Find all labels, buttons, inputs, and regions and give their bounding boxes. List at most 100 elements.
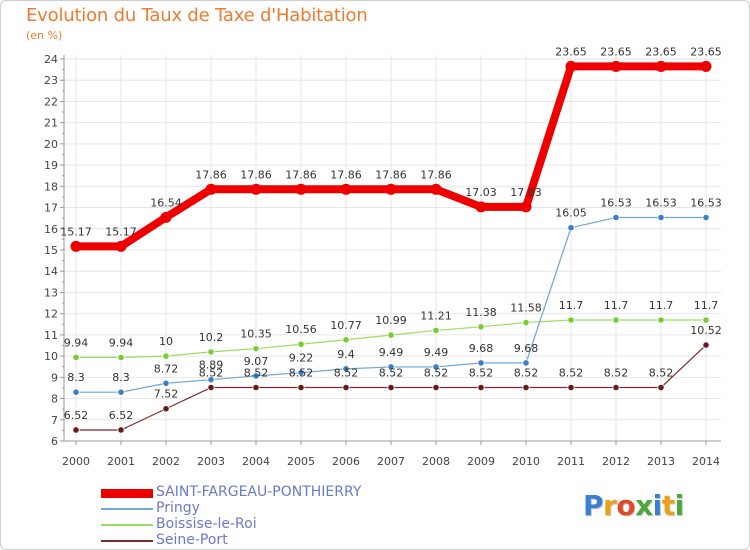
series-lines [70,60,712,434]
data-label: 8.52 [559,367,584,380]
data-label: 11.7 [694,299,719,312]
data-point [162,352,170,360]
x-tick-label: 2005 [287,455,315,468]
data-point [385,183,397,195]
x-tick-label: 2007 [377,455,405,468]
data-point [205,183,217,195]
legend-swatch [101,524,153,526]
legend-swatch [101,540,153,542]
y-tick-label: 6 [51,435,58,448]
y-tick-label: 15 [44,244,58,257]
data-label: 8.52 [604,367,629,380]
y-tick-label: 13 [44,286,58,299]
data-point [612,213,620,222]
y-tick-label: 16 [44,223,58,236]
data-point [520,201,532,213]
data-label: 10.77 [330,319,362,332]
data-point [297,369,305,377]
data-label: 11.21 [420,309,452,322]
data-point [432,363,440,371]
data-label: 17.86 [195,168,227,181]
x-tick-label: 2001 [107,455,135,468]
y-tick-label: 24 [44,53,58,66]
data-point [430,183,442,195]
y-tick-label: 21 [44,117,58,130]
data-point [72,353,80,361]
data-point [702,213,710,222]
data-label: 8.52 [244,367,269,380]
data-point [252,372,260,380]
proxiti-logo: Proxiti [583,489,684,522]
x-tick-label: 2008 [422,455,450,468]
data-label: 9.94 [64,336,89,349]
data-point [342,383,350,392]
data-point [207,376,215,384]
legend-item: Seine-Port [101,532,401,549]
data-point [565,60,577,72]
data-point [70,240,82,252]
data-point [207,348,215,356]
data-label: 9.49 [424,346,449,359]
data-label: 16.05 [555,207,587,220]
data-label: 10.52 [690,324,722,337]
data-point [610,60,622,72]
data-label: 9.22 [289,352,314,365]
data-label: 6.52 [109,409,134,422]
y-tick-label: 23 [44,74,58,87]
data-point [567,316,575,324]
data-point [72,388,80,396]
data-label: 11.7 [604,299,629,312]
x-tick-label: 2002 [152,455,180,468]
data-point [657,383,665,392]
y-tick-label: 9 [51,371,58,384]
y-tick-label: 20 [44,138,58,151]
data-point [117,353,125,361]
data-label: 23.65 [690,45,722,58]
data-label: 10.56 [285,323,317,336]
data-point [657,316,665,324]
legend-swatch [101,508,153,510]
data-label: 6.52 [64,409,89,422]
data-point [522,359,530,367]
data-label: 7.52 [154,388,179,401]
data-point [387,331,395,339]
data-label: 17.03 [510,186,542,199]
data-label: 17.03 [465,186,497,199]
data-label: 23.65 [555,45,587,58]
data-point [115,240,127,252]
data-label: 8.3 [67,371,85,384]
y-tick-label: 14 [44,265,58,278]
y-tick-label: 7 [51,414,58,427]
data-label: 16.53 [690,197,722,210]
data-point [702,316,710,324]
x-tick-label: 2014 [692,455,720,468]
data-point [252,345,260,353]
data-point [612,383,620,392]
data-point [162,405,170,413]
x-tick-label: 2013 [647,455,675,468]
y-tick-label: 22 [44,95,58,108]
y-tick-label: 19 [44,159,58,172]
data-point [295,183,307,195]
x-tick-label: 2003 [197,455,225,468]
data-point [477,383,485,392]
data-label: 8.52 [334,367,359,380]
x-tick-label: 2012 [602,455,630,468]
y-tick-label: 11 [44,329,58,342]
data-label: 8.72 [154,362,179,375]
data-point [117,426,125,434]
data-point [612,316,620,324]
data-label: 8.3 [112,371,130,384]
data-label: 8.89 [199,359,224,372]
data-label: 23.65 [645,45,677,58]
y-tick-label: 17 [44,202,58,215]
data-label: 8.52 [514,367,539,380]
data-point [522,383,530,392]
data-point [702,341,710,349]
data-label: 17.86 [240,168,272,181]
data-label: 8.52 [649,367,674,380]
data-point [432,383,440,392]
data-point [567,224,575,232]
y-tick-label: 8 [51,393,58,406]
